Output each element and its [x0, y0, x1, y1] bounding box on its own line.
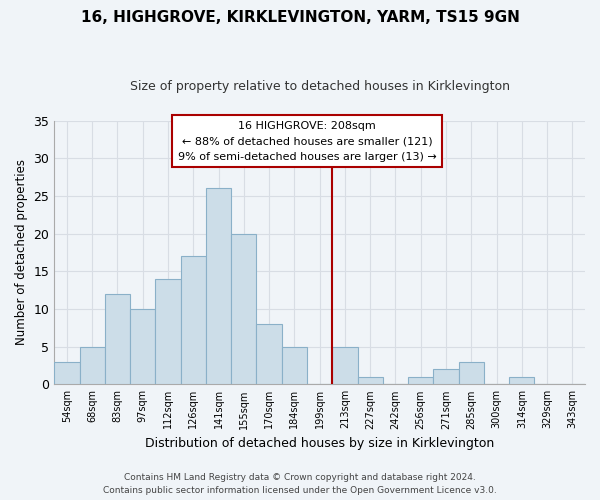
Bar	[332, 346, 358, 385]
Bar	[80, 346, 105, 385]
Title: Size of property relative to detached houses in Kirklevington: Size of property relative to detached ho…	[130, 80, 509, 93]
Bar	[54, 362, 80, 384]
Bar	[358, 377, 383, 384]
Bar	[231, 234, 256, 384]
Bar	[509, 377, 535, 384]
Text: 16 HIGHGROVE: 208sqm
← 88% of detached houses are smaller (121)
9% of semi-detac: 16 HIGHGROVE: 208sqm ← 88% of detached h…	[178, 120, 436, 162]
Y-axis label: Number of detached properties: Number of detached properties	[15, 160, 28, 346]
Bar	[130, 309, 155, 384]
Bar	[181, 256, 206, 384]
Bar	[256, 324, 282, 384]
Bar	[155, 279, 181, 384]
Bar	[282, 346, 307, 385]
Text: Contains HM Land Registry data © Crown copyright and database right 2024.
Contai: Contains HM Land Registry data © Crown c…	[103, 474, 497, 495]
Bar	[433, 369, 458, 384]
Bar	[206, 188, 231, 384]
X-axis label: Distribution of detached houses by size in Kirklevington: Distribution of detached houses by size …	[145, 437, 494, 450]
Bar	[408, 377, 433, 384]
Text: 16, HIGHGROVE, KIRKLEVINGTON, YARM, TS15 9GN: 16, HIGHGROVE, KIRKLEVINGTON, YARM, TS15…	[80, 10, 520, 25]
Bar	[105, 294, 130, 384]
Bar	[458, 362, 484, 384]
